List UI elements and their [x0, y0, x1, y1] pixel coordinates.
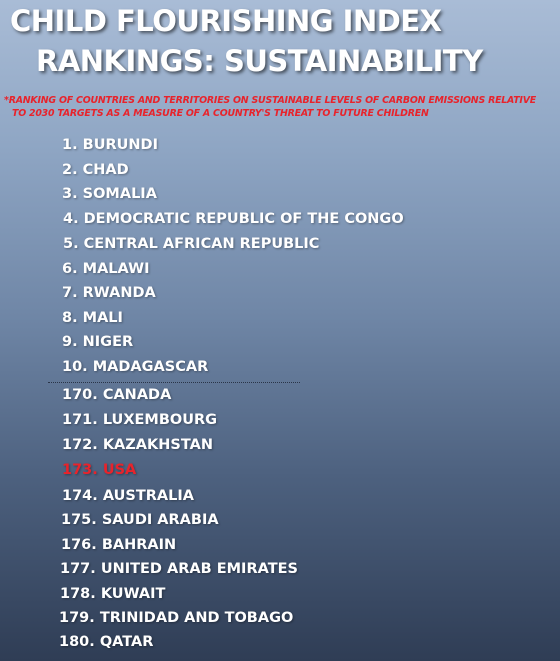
- ranking-item: 176. BAHRAIN: [61, 537, 177, 553]
- ranking-item: 170. CANADA: [62, 387, 172, 403]
- ranking-item: 177. UNITED ARAB EMIRATES: [60, 561, 298, 577]
- ranking-item: 178. KUWAIT: [60, 586, 166, 602]
- ranking-item: 2. CHAD: [62, 162, 129, 178]
- ranking-item: 5. CENTRAL AFRICAN REPUBLIC: [63, 236, 320, 252]
- ranking-item: 6. MALAWI: [62, 261, 150, 277]
- ranking-item: 8. MALI: [62, 310, 123, 326]
- ranking-item: 180. QATAR: [59, 634, 154, 650]
- ranking-item: 4. DEMOCRATIC REPUBLIC OF THE CONGO: [63, 211, 404, 227]
- ranking-item: 171. LUXEMBOURG: [62, 412, 218, 428]
- ranking-item: 10. MADAGASCAR: [62, 359, 209, 375]
- ranking-item: 172. KAZAKHSTAN: [62, 437, 213, 453]
- ranking-item-highlighted: 173. USA: [62, 462, 137, 478]
- ranking-item: 1. BURUNDI: [62, 137, 158, 153]
- ranking-item: 7. RWANDA: [62, 285, 156, 301]
- divider: [48, 382, 300, 383]
- ranking-item: 3. SOMALIA: [62, 186, 157, 202]
- ranking-item: 175. SAUDI ARABIA: [61, 512, 219, 528]
- title-line-2: RANKINGS: SUSTAINABILITY: [36, 44, 483, 78]
- subtitle-line-1: *RANKING OF COUNTRIES AND TERRITORIES ON…: [4, 95, 536, 106]
- ranking-item: 174. AUSTRALIA: [62, 488, 194, 504]
- ranking-item: 9. NIGER: [62, 334, 134, 350]
- subtitle: *RANKING OF COUNTRIES AND TERRITORIES ON…: [4, 94, 560, 120]
- subtitle-line-2: TO 2030 TARGETS AS A MEASURE OF A COUNTR…: [12, 108, 429, 119]
- ranking-item: 179. TRINIDAD AND TOBAGO: [59, 610, 294, 626]
- title-line-1: CHILD FLOURISHING INDEX: [10, 4, 442, 38]
